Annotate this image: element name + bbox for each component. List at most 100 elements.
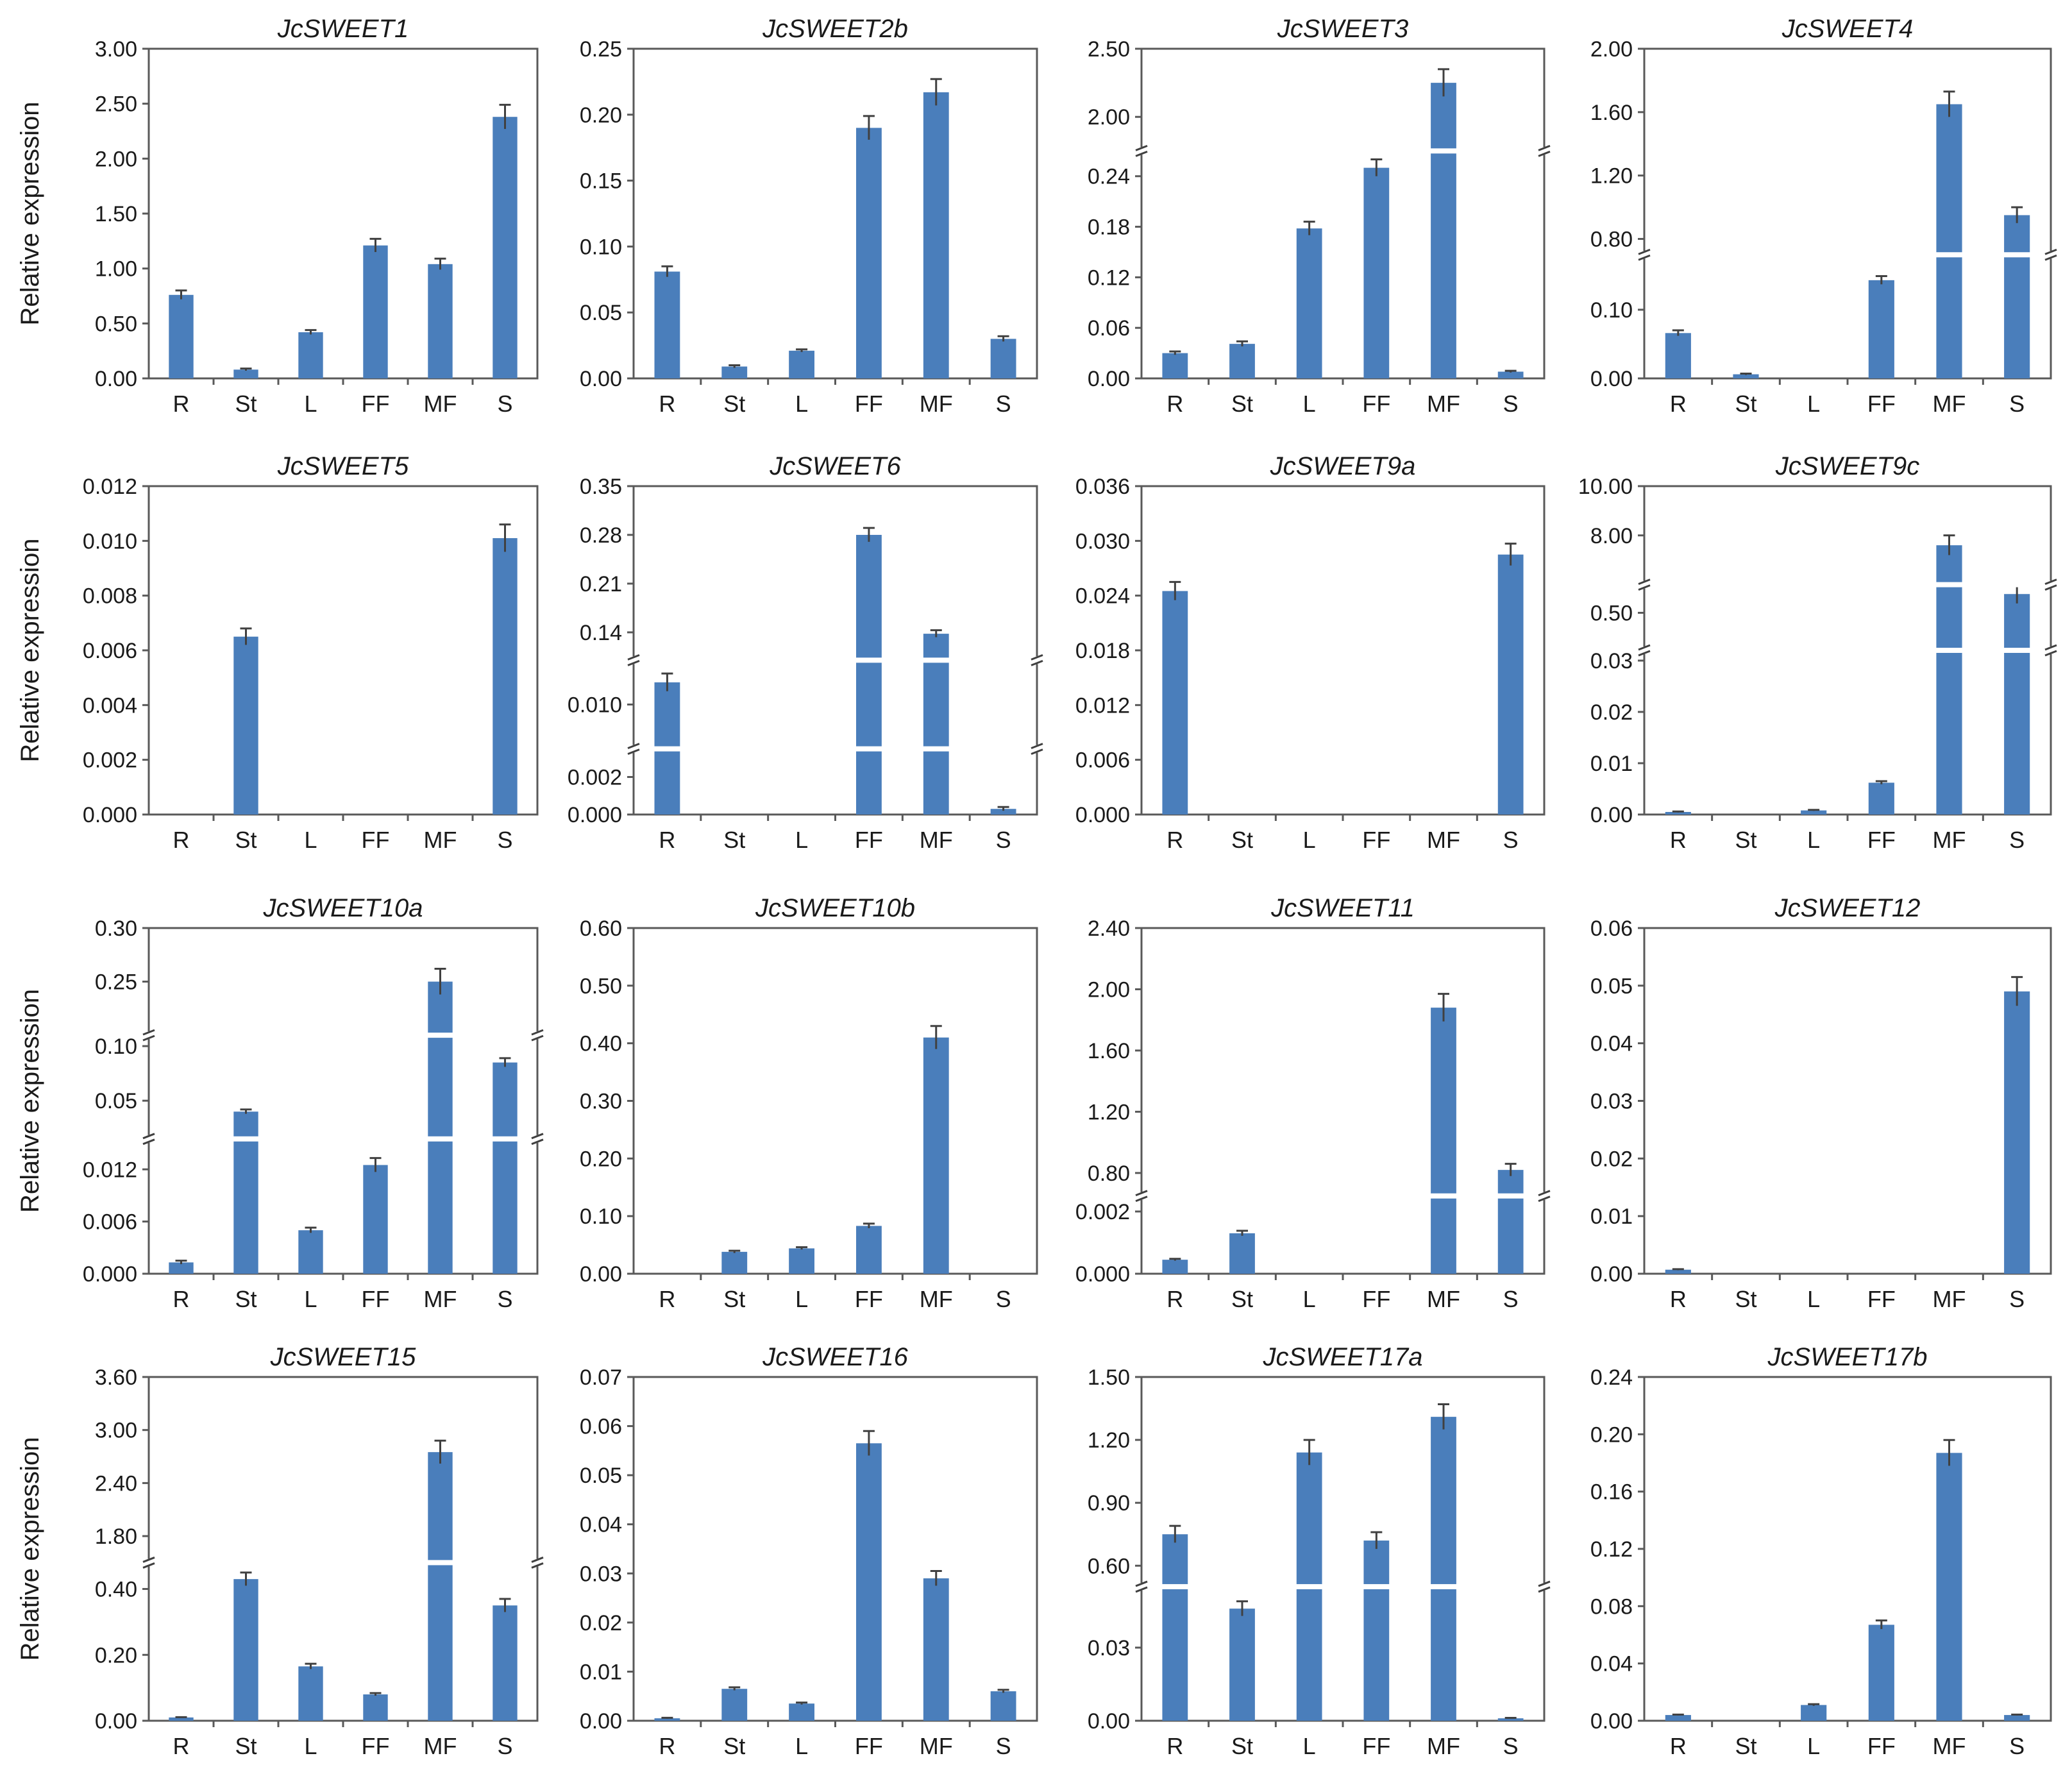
panel-11-ytick-label-3: 1.20 xyxy=(1088,1100,1130,1124)
panel-9-break-gap-1 xyxy=(151,1033,535,1038)
panel-3-break-gap-0 xyxy=(1143,148,1542,154)
panel-12-bar-S xyxy=(2004,991,2030,1274)
panel-10-ytick-label-1: 0.10 xyxy=(580,1204,622,1229)
panel-4-xlabel-R: R xyxy=(1670,391,1687,417)
panel-13: JcSWEET15 0.00 0.20 0.40 1.80 2.40 3.00 3.60 R St… xyxy=(95,1343,544,1759)
panel-13-bar-S xyxy=(493,1605,518,1721)
panel-7: JcSWEET9a 0.000 0.006 0.012 0.018 0.024 0.030 0… xyxy=(1075,452,1546,853)
panel-1-ytick-label-0: 0.00 xyxy=(95,367,137,391)
panel-6-bar-FF xyxy=(855,534,882,815)
panel-2-title: JcSWEET2b xyxy=(762,15,908,43)
panel-5-ytick-label-4: 0.008 xyxy=(83,584,137,609)
panel-9-xlabel-S: S xyxy=(497,1286,512,1312)
panel-6-ytick-label-6: 0.35 xyxy=(580,475,622,499)
panel-9-ytick-label-1: 0.006 xyxy=(83,1210,137,1235)
panel-13-break-a-0-0 xyxy=(142,1557,155,1563)
panel-15-xlabel-S: S xyxy=(1503,1733,1519,1759)
panel-12-title: JcSWEET12 xyxy=(1774,894,1921,922)
panel-7-ytick-label-0: 0.000 xyxy=(1075,803,1130,827)
panel-13-break-gap-0 xyxy=(151,1560,535,1566)
panel-2-bar-St xyxy=(721,366,748,378)
panel-8-xlabel-St: St xyxy=(1735,827,1756,853)
panel-13-xlabel-R: R xyxy=(173,1733,190,1759)
panel-7-ytick-label-4: 0.024 xyxy=(1075,584,1130,609)
panel-9-break-b-0-1 xyxy=(531,1138,544,1145)
panel-14-title: JcSWEET16 xyxy=(762,1343,908,1371)
panel-6: JcSWEET6 0.000 0.002 0.010 0.14 0.21 0.28 0.35 R… xyxy=(568,452,1043,853)
panel-6-break-b-0-0 xyxy=(627,748,640,755)
panel-16-xlabel-St: St xyxy=(1735,1733,1756,1759)
panel-4-xlabel-L: L xyxy=(1807,391,1820,417)
panel-12-xlabel-St: St xyxy=(1735,1286,1756,1312)
panel-1-xlabel-St: St xyxy=(235,391,257,417)
panel-3-bar-MF xyxy=(1431,83,1456,378)
panel-9-title: JcSWEET10a xyxy=(263,894,423,922)
panel-4-title: JcSWEET4 xyxy=(1781,15,1913,43)
panel-5-bar-S xyxy=(493,538,518,815)
panel-8-bar-MF xyxy=(1936,545,1962,815)
panel-6-xlabel-MF: MF xyxy=(920,827,953,853)
panel-8-ytick-label-3: 0.03 xyxy=(1590,649,1633,673)
panel-15-break-a-0-0 xyxy=(1135,1580,1148,1587)
panel-4-bar-FF xyxy=(1868,280,1894,378)
panel-9-break-a-0-1 xyxy=(531,1133,544,1140)
panel-2-ytick-label-5: 0.25 xyxy=(580,37,622,62)
panel-15-bar-R xyxy=(1162,1534,1188,1721)
panel-11-ytick-label-4: 1.60 xyxy=(1088,1039,1130,1063)
panel-9-xlabel-St: St xyxy=(235,1286,257,1312)
panel-13-xlabel-St: St xyxy=(235,1733,257,1759)
panel-2-bar-L xyxy=(789,350,815,378)
panel-8-bar-L xyxy=(1801,810,1827,815)
panel-3-ytick-label-4: 0.24 xyxy=(1088,165,1130,189)
panel-3-break-b-0-1 xyxy=(1538,150,1551,157)
panel-3-bar-St xyxy=(1229,344,1255,378)
panel-11-ytick-label-1: 0.002 xyxy=(1075,1200,1130,1224)
panel-8-ytick-label-4: 0.50 xyxy=(1590,601,1633,625)
panel-14-ytick-label-5: 0.05 xyxy=(580,1464,622,1488)
panel-4-ytick-label-1: 0.10 xyxy=(1590,298,1633,323)
panel-3-title: JcSWEET3 xyxy=(1277,15,1408,43)
panel-13-bar-FF xyxy=(363,1694,388,1721)
panel-3-ytick-label-6: 2.50 xyxy=(1088,37,1130,62)
panel-7-bar-R xyxy=(1162,591,1188,815)
panel-16-ytick-label-3: 0.12 xyxy=(1590,1537,1633,1562)
panel-3-bar-L xyxy=(1296,228,1322,378)
panel-16-bar-FF xyxy=(1868,1625,1894,1721)
panel-5-ytick-label-1: 0.002 xyxy=(83,748,137,773)
panel-7-xlabel-St: St xyxy=(1231,827,1253,853)
panel-16-bar-MF xyxy=(1936,1453,1962,1721)
panel-13-ytick-label-5: 3.00 xyxy=(95,1419,137,1443)
panel-11-bar-R xyxy=(1162,1260,1188,1274)
panel-1-bar-MF xyxy=(428,264,453,378)
panel-2-frame xyxy=(632,47,1038,380)
panel-13-break-a-0-1 xyxy=(531,1557,544,1563)
panel-6-xlabel-S: S xyxy=(996,827,1011,853)
panel-8-break-b-1-0 xyxy=(1638,584,1651,591)
panel-7-xlabel-S: S xyxy=(1503,827,1519,853)
panel-12: JcSWEET12 0.00 0.01 0.02 0.03 0.04 0.05 0.06 R St… xyxy=(1590,894,2052,1312)
panel-9-ytick-label-5: 0.25 xyxy=(95,970,137,995)
panel-14-ytick-label-1: 0.01 xyxy=(580,1660,622,1684)
panel-6-xlabel-L: L xyxy=(795,827,808,853)
panel-12-ytick-label-2: 0.02 xyxy=(1590,1147,1633,1171)
panel-15-ytick-label-3: 0.90 xyxy=(1088,1491,1130,1516)
panel-10-xlabel-R: R xyxy=(659,1286,675,1312)
panel-4-bar-S xyxy=(2004,215,2030,378)
panel-15-title: JcSWEET17a xyxy=(1263,1343,1423,1371)
panel-15-xlabel-MF: MF xyxy=(1427,1733,1460,1759)
panel-10-xlabel-L: L xyxy=(795,1286,808,1312)
panel-15-ytick-label-1: 0.03 xyxy=(1088,1636,1130,1660)
panel-1-bar-St xyxy=(233,369,258,378)
panel-16-xlabel-MF: MF xyxy=(1933,1733,1966,1759)
panel-6-break-gap-0 xyxy=(636,746,1035,752)
panel-6-ytick-label-3: 0.14 xyxy=(580,621,622,645)
panel-15-ytick-label-0: 0.00 xyxy=(1088,1709,1130,1734)
panel-10-ytick-label-5: 0.50 xyxy=(580,974,622,999)
panel-2-xlabel-MF: MF xyxy=(920,391,953,417)
panel-1-xlabel-S: S xyxy=(497,391,512,417)
panel-10-bar-FF xyxy=(855,1226,882,1274)
panel-5-xlabel-MF: MF xyxy=(424,827,457,853)
panel-15-ytick-label-5: 1.50 xyxy=(1088,1365,1130,1390)
panel-7-xlabel-L: L xyxy=(1303,827,1316,853)
panel-12-xlabel-R: R xyxy=(1670,1286,1687,1312)
